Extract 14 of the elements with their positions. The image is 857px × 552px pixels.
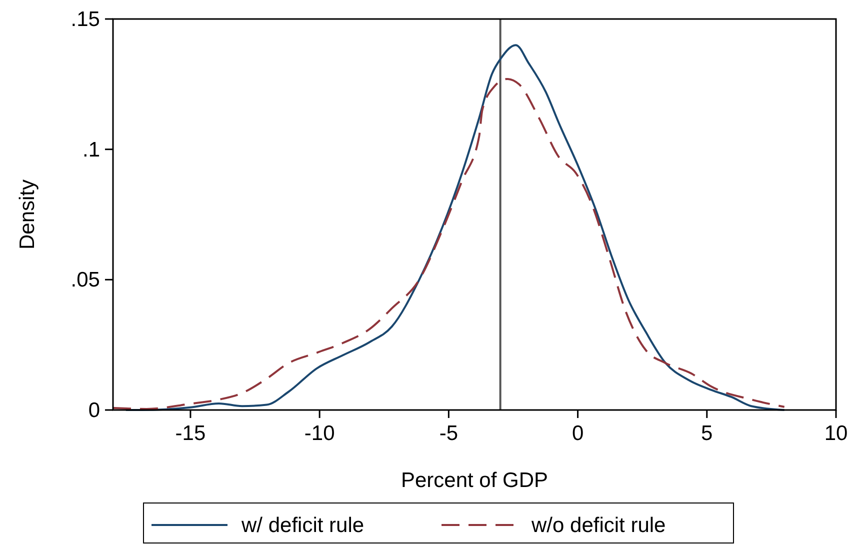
- y-tick-label: .05: [70, 268, 100, 292]
- x-tick-label: 0: [572, 422, 584, 445]
- y-tick-label: 0: [88, 399, 100, 422]
- x-tick-label: -5: [439, 422, 458, 445]
- x-tick-label: -15: [175, 422, 206, 445]
- legend-label: w/ deficit rule: [240, 514, 364, 537]
- y-tick-label: .1: [82, 138, 100, 162]
- x-tick-label: -10: [304, 422, 335, 445]
- y-axis-title: Density: [16, 178, 39, 250]
- x-tick-label: 5: [701, 422, 713, 445]
- x-tick-label: 10: [824, 422, 848, 445]
- legend-label: w/o deficit rule: [530, 514, 666, 537]
- y-tick-label: .15: [70, 8, 100, 31]
- x-axis-title: Percent of GDP: [400, 469, 548, 492]
